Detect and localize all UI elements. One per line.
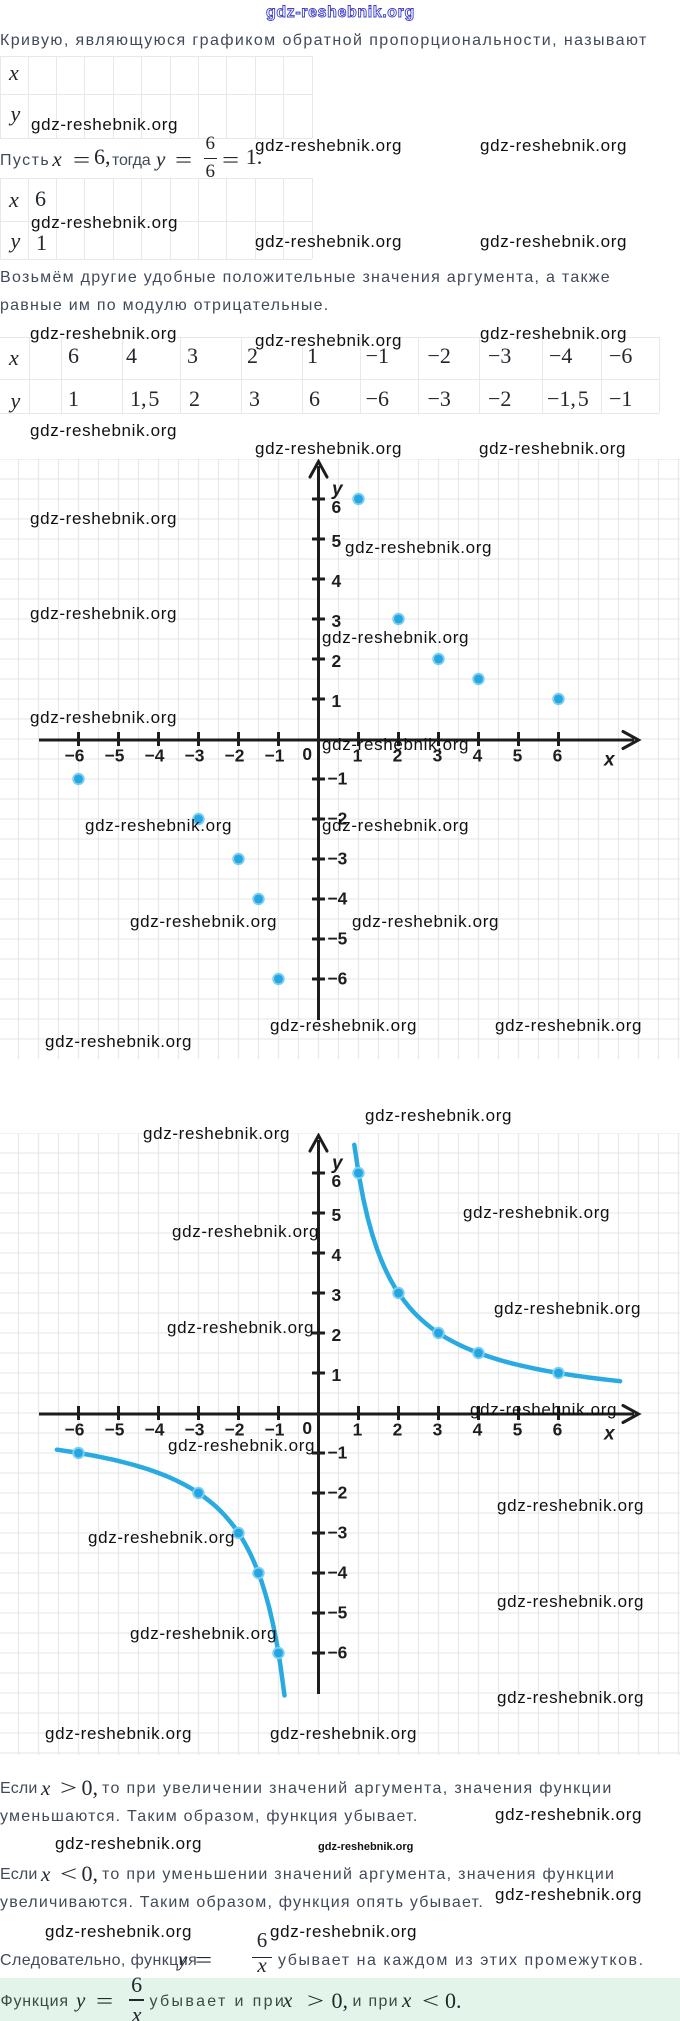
svg-text:4: 4 [332, 571, 342, 591]
svg-text:−1: −1 [328, 769, 348, 789]
svg-text:−4: −4 [328, 889, 348, 909]
svg-text:0: 0 [302, 1418, 312, 1438]
svg-text:3: 3 [332, 611, 342, 631]
svg-text:−1: −1 [328, 1443, 348, 1463]
svg-text:0: 0 [302, 744, 312, 764]
svg-text:4: 4 [473, 1420, 483, 1440]
svg-text:1: 1 [353, 746, 363, 766]
svg-text:−6: −6 [328, 1643, 348, 1663]
svg-text:−5: −5 [328, 929, 348, 949]
svg-text:1: 1 [332, 1365, 342, 1385]
svg-text:−4: −4 [328, 1563, 348, 1583]
svg-text:4: 4 [473, 746, 483, 766]
svg-text:−2: −2 [328, 809, 348, 829]
svg-text:−5: −5 [328, 1603, 348, 1623]
svg-text:5: 5 [332, 531, 342, 551]
svg-text:x: x [603, 1424, 616, 1445]
svg-text:3: 3 [332, 1285, 342, 1305]
svg-text:6: 6 [332, 497, 342, 517]
svg-text:−4: −4 [145, 1420, 165, 1440]
svg-text:−6: −6 [65, 1420, 85, 1440]
svg-text:−2: −2 [328, 1483, 348, 1503]
svg-text:−1: −1 [265, 746, 285, 766]
svg-text:3: 3 [433, 1420, 443, 1440]
svg-text:−2: −2 [225, 1420, 245, 1440]
svg-text:−3: −3 [328, 849, 348, 869]
svg-text:6: 6 [332, 1171, 342, 1191]
svg-text:3: 3 [433, 746, 443, 766]
svg-text:1: 1 [353, 1420, 363, 1440]
svg-text:1: 1 [332, 691, 342, 711]
svg-text:6: 6 [553, 1420, 563, 1440]
svg-text:−2: −2 [225, 746, 245, 766]
svg-text:−1: −1 [265, 1420, 285, 1440]
svg-text:−6: −6 [328, 969, 348, 989]
svg-text:x: x [603, 750, 616, 771]
svg-text:−3: −3 [185, 746, 205, 766]
svg-text:2: 2 [332, 1325, 342, 1345]
svg-text:y: y [331, 1153, 344, 1174]
svg-text:−4: −4 [145, 746, 165, 766]
svg-text:5: 5 [513, 1420, 523, 1440]
svg-text:−5: −5 [105, 746, 125, 766]
svg-text:−5: −5 [105, 1420, 125, 1440]
svg-text:2: 2 [393, 746, 403, 766]
svg-text:5: 5 [513, 746, 523, 766]
svg-text:2: 2 [332, 651, 342, 671]
svg-text:−3: −3 [185, 1420, 205, 1440]
svg-text:−3: −3 [328, 1523, 348, 1543]
svg-text:4: 4 [332, 1245, 342, 1265]
svg-text:6: 6 [553, 746, 563, 766]
svg-text:y: y [331, 479, 344, 500]
svg-text:2: 2 [393, 1420, 403, 1440]
svg-text:−6: −6 [65, 746, 85, 766]
svg-text:5: 5 [332, 1205, 342, 1225]
